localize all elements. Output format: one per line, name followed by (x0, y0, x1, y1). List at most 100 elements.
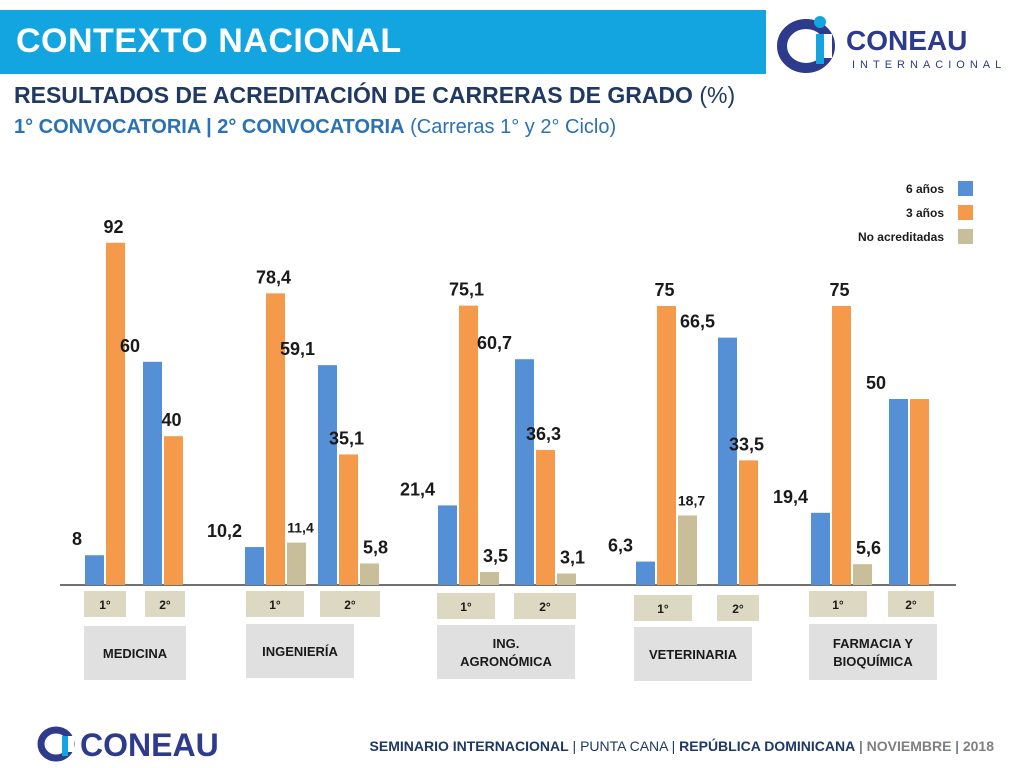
bar-3-años (106, 242, 125, 585)
career-label-box (437, 625, 575, 679)
data-label: 75,1 (449, 280, 484, 300)
career-label: INGENIERÍA (262, 644, 338, 659)
legend-label: 6 años (906, 182, 944, 196)
chart-subtitle: RESULTADOS DE ACREDITACIÓN DE CARRERAS D… (14, 82, 735, 109)
data-label: 3,5 (483, 546, 508, 566)
career-label-box (84, 626, 186, 680)
convocatoria-label: 1° (269, 598, 281, 612)
convocatoria-label: 2° (539, 600, 551, 614)
data-label: 75 (654, 280, 674, 300)
bar-3-años (339, 454, 358, 585)
convocatoria-box (888, 591, 934, 617)
footer-event: SEMINARIO INTERNACIONAL (369, 738, 569, 754)
footer-country: REPÚBLICA DOMINICANA (679, 738, 856, 754)
data-label: 40 (161, 410, 181, 430)
bar-no-acreditadas (360, 563, 379, 585)
legend-swatch (958, 229, 973, 244)
footer-sep: | (568, 738, 581, 754)
career-label: BIOQUÍMICA (833, 654, 913, 669)
convocatoria-box (437, 593, 495, 619)
bar-no-acreditadas (480, 571, 499, 585)
coneau-internacional-logo: CONEAU INTERNACIONAL (777, 16, 1006, 73)
footer-sep: | (855, 738, 867, 754)
convocatoria-box (320, 591, 380, 617)
convocatoria-label: 1° (99, 598, 111, 612)
subtitle2-bold: 1° CONVOCATORIA | 2° CONVOCATORIA (14, 116, 405, 138)
bar-3-años (459, 305, 478, 585)
data-label: 5,6 (856, 538, 881, 558)
career-label-box (809, 624, 937, 680)
bar-3-años (910, 399, 929, 585)
footer-sep: | (667, 738, 680, 754)
bar-6-años (515, 359, 534, 585)
bar-6-años (143, 361, 162, 585)
convocatoria-label: 2° (344, 598, 356, 612)
legend-label: No acreditadas (858, 230, 944, 244)
career-label: FARMACIA Y (833, 636, 914, 651)
bar-6-años (318, 365, 337, 585)
logo-name: CONEAU (846, 25, 967, 56)
bar-6-años (245, 547, 264, 585)
bar-3-años (536, 449, 555, 585)
convocatoria-label: 1° (460, 600, 472, 614)
convocatoria-label: 2° (159, 598, 171, 612)
convocatoria-box (145, 591, 185, 617)
bar-6-años (811, 512, 830, 585)
bar-3-años (164, 436, 183, 585)
data-label: 10,2 (207, 521, 242, 541)
data-label: 33,5 (729, 434, 764, 454)
convocatoria-box (717, 595, 759, 621)
subtitle-rest: (%) (692, 82, 736, 108)
career-label: VETERINARIA (649, 647, 738, 662)
bar-6-años (636, 561, 655, 585)
bar-6-años (889, 399, 908, 585)
accreditation-bar-chart: 8 92 1° 60 40 2° MEDICINA 10,2 78,4 11,4 1° 59,1 35,… (60, 181, 973, 681)
data-label: 92 (103, 217, 123, 237)
bar-6-años (85, 555, 104, 585)
data-label: 11,4 (287, 520, 314, 536)
data-label: 3,1 (560, 547, 585, 567)
bar-3-años (832, 306, 851, 585)
convocatoria-box (809, 591, 867, 617)
footer-logo-name: CONEAU (80, 727, 219, 762)
convocatoria-box (634, 595, 692, 621)
bar-3-años (739, 460, 758, 585)
data-label: 66,5 (680, 312, 715, 332)
convocatoria-label: 2° (905, 598, 917, 612)
title-bar: CONTEXTO NACIONAL (0, 10, 766, 74)
bar-no-acreditadas (287, 542, 306, 585)
data-label: 18,7 (678, 492, 705, 508)
bar-no-acreditadas (557, 573, 576, 585)
footer-sep: | (951, 738, 963, 754)
logo-sub: INTERNACIONAL (852, 59, 1006, 71)
career-label-box (634, 627, 752, 681)
data-label: 19,4 (773, 487, 808, 507)
data-label: 5,8 (363, 537, 388, 557)
bar-6-años (718, 337, 737, 585)
data-label: 6,3 (608, 536, 633, 556)
subtitle-bold: RESULTADOS DE ACREDITACIÓN DE CARRERAS D… (14, 82, 693, 108)
bar-6-años (438, 505, 457, 585)
legend-swatch (958, 181, 973, 196)
footer-city: PUNTA CANA (580, 738, 668, 754)
convocatoria-label: 1° (657, 602, 669, 616)
footer-year: 2018 (962, 738, 994, 754)
subtitle2-rest: (Carreras 1° y 2° Ciclo) (404, 116, 617, 138)
legend-label: 3 años (906, 206, 944, 220)
data-label: 36,3 (526, 424, 561, 444)
footer-month: NOVIEMBRE (866, 738, 952, 754)
convocatoria-box (514, 593, 576, 619)
bar-no-acreditadas (853, 564, 872, 585)
bar-3-años (657, 306, 676, 585)
career-label-box (246, 624, 354, 678)
data-label: 21,4 (400, 479, 435, 499)
data-label: 59,1 (280, 339, 315, 359)
convocatoria-subtitle: 1° CONVOCATORIA | 2° CONVOCATORIA (Carre… (14, 116, 616, 139)
coneau-footer-logo: CONEAU (37, 726, 219, 762)
convocatoria-box (84, 591, 126, 617)
convocatoria-box (246, 591, 304, 617)
bar-no-acreditadas (678, 515, 697, 585)
data-label: 50 (866, 373, 886, 393)
page-title: CONTEXTO NACIONAL (16, 22, 402, 60)
convocatoria-label: 2° (732, 602, 744, 616)
